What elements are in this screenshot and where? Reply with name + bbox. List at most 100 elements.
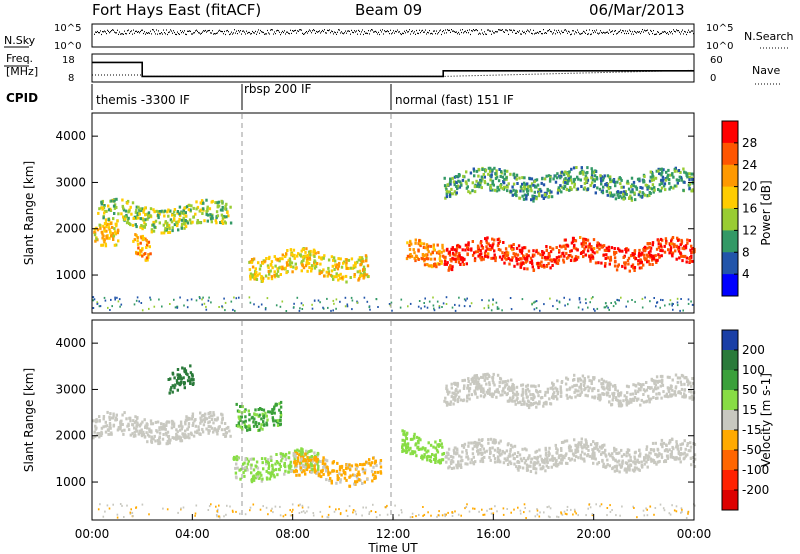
nsky-sample: [264, 33, 265, 35]
range-cell: [688, 389, 691, 393]
range-cell: [448, 465, 451, 469]
nsky-sample: [435, 33, 436, 35]
nsky-sample: [208, 30, 209, 32]
nsky-sample: [321, 31, 322, 33]
range-cell: [573, 177, 577, 181]
range-cell: [672, 308, 674, 311]
range-cell: [516, 262, 519, 266]
range-cell: [287, 259, 290, 263]
range-cell: [478, 253, 482, 257]
range-cell: [116, 231, 119, 235]
range-cell: [191, 412, 195, 416]
range-cell: [359, 272, 362, 276]
nsky-sample: [639, 31, 640, 33]
nsky-sample: [664, 30, 665, 33]
range-cell: [113, 199, 116, 203]
range-cell: [352, 473, 355, 477]
range-cell: [173, 223, 177, 227]
range-cell: [652, 396, 655, 399]
range-cell: [141, 420, 144, 424]
range-cell: [285, 271, 288, 275]
range-cell: [687, 379, 690, 383]
range-cell: [465, 186, 469, 190]
nsky-sample: [637, 31, 638, 33]
range-cell: [586, 394, 589, 398]
range-cell: [270, 277, 274, 281]
range-cell: [267, 467, 270, 470]
range-cell: [225, 215, 228, 219]
range-cell: [299, 253, 302, 257]
nsky-sample: [122, 33, 123, 35]
range-cell: [279, 465, 282, 468]
nsky-sample: [268, 32, 269, 34]
range-cell: [548, 458, 552, 462]
range-cell: [622, 185, 625, 189]
nsky-sample: [509, 29, 510, 31]
range-cell: [614, 184, 617, 188]
range-cell: [486, 377, 489, 381]
range-cell: [684, 394, 687, 398]
range-cell: [126, 424, 129, 428]
range-cell: [506, 185, 509, 189]
nsky-sample: [332, 31, 333, 33]
range-cell: [635, 186, 639, 190]
range-cell: [379, 459, 383, 462]
range-cell: [356, 300, 358, 303]
nsky-sample: [262, 31, 263, 33]
range-cell: [318, 269, 321, 273]
range-cell: [260, 423, 263, 427]
range-cell: [290, 464, 293, 468]
range-cell: [285, 252, 288, 256]
range-cell: [511, 248, 514, 252]
nsky-sample: [670, 32, 671, 34]
range-cell: [196, 219, 199, 222]
range-cell: [346, 303, 349, 306]
range-cell: [529, 184, 532, 188]
range-cell: [538, 463, 541, 467]
nsky-sample: [517, 30, 518, 33]
range-cell: [668, 448, 671, 452]
nsky-sample: [683, 33, 684, 35]
range-cell: [215, 418, 218, 422]
nsky-sample: [450, 31, 451, 33]
range-cell: [565, 376, 568, 380]
range-cell: [656, 301, 659, 304]
range-cell: [658, 379, 661, 383]
range-cell: [160, 422, 163, 426]
range-cell: [317, 465, 320, 468]
range-cell: [579, 453, 582, 457]
range-cell: [205, 212, 208, 216]
range-cell: [629, 459, 632, 463]
range-cell: [144, 218, 147, 222]
range-cell: [628, 467, 631, 470]
range-cell: [670, 253, 674, 257]
range-cell: [166, 439, 169, 443]
power-colorbar: [722, 121, 738, 297]
nsky-sample: [673, 29, 674, 31]
range-cell: [445, 384, 448, 388]
range-cell: [153, 210, 156, 214]
range-cell: [490, 394, 494, 398]
range-cell: [335, 469, 339, 473]
range-cell: [187, 375, 191, 379]
range-cell: [353, 482, 356, 486]
range-cell: [268, 272, 271, 276]
range-cell: [424, 297, 426, 300]
range-cell: [192, 381, 195, 385]
range-cell: [362, 265, 366, 269]
freq-tick-top: 18: [62, 55, 75, 66]
range-cell: [485, 239, 488, 243]
range-cell: [547, 450, 550, 454]
range-cell: [247, 409, 250, 413]
range-cell: [671, 438, 674, 441]
range-cell: [590, 167, 593, 171]
range-cell: [315, 458, 318, 462]
colorbar-swatch: [722, 230, 738, 253]
range-cell: [597, 461, 601, 464]
range-cell: [680, 298, 682, 300]
range-cell: [513, 444, 517, 448]
range-cell: [691, 397, 694, 401]
range-cell: [497, 390, 500, 394]
range-cell: [521, 447, 524, 451]
range-cell: [459, 463, 463, 467]
